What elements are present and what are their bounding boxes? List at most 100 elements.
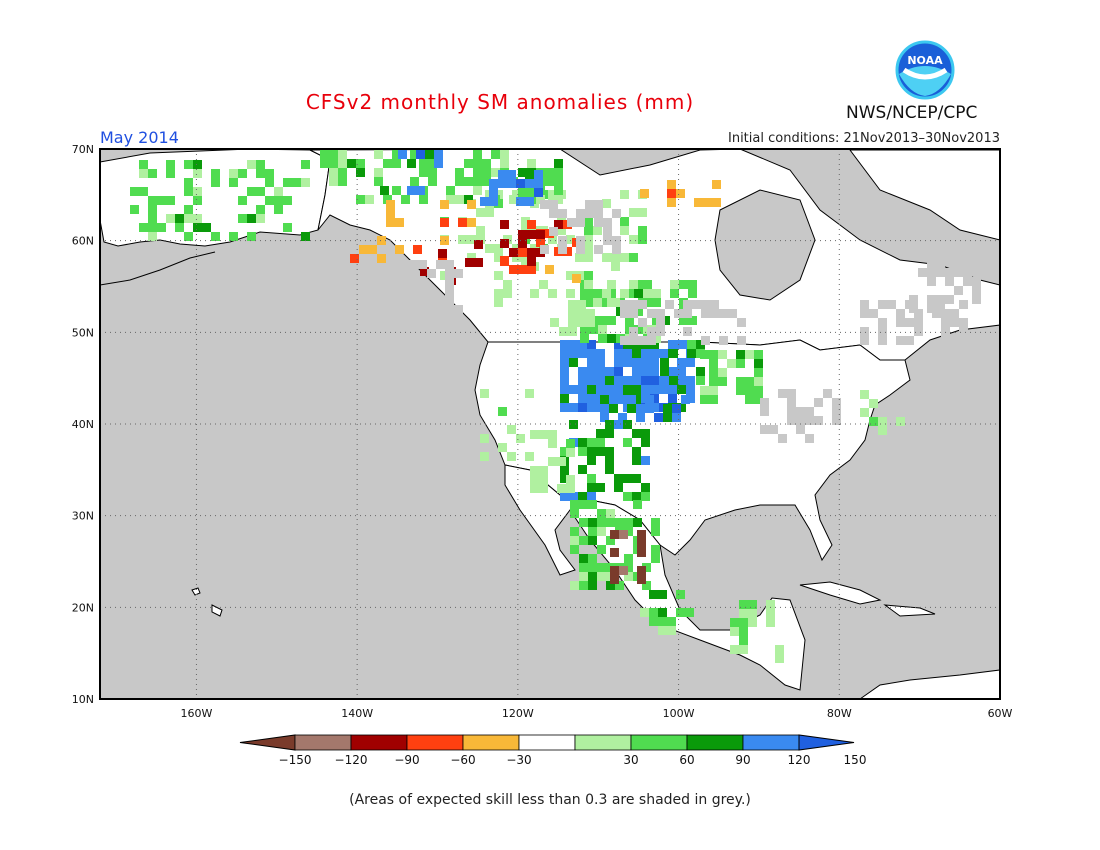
anomaly-cell bbox=[211, 169, 220, 178]
anomaly-cell bbox=[509, 195, 518, 204]
anomaly-cell bbox=[434, 159, 443, 168]
anomaly-cell bbox=[609, 395, 618, 404]
anomaly-cell bbox=[638, 226, 647, 235]
anomaly-cell bbox=[530, 484, 539, 493]
anomaly-cell bbox=[509, 265, 518, 274]
no-skill-cell bbox=[760, 407, 769, 416]
anomaly-cell bbox=[560, 385, 569, 394]
anomaly-cell bbox=[175, 214, 184, 223]
anomaly-cell bbox=[587, 403, 596, 412]
no-skill-cell bbox=[427, 269, 436, 278]
anomaly-cell bbox=[554, 159, 563, 168]
anomaly-cell bbox=[596, 385, 605, 394]
no-skill-cell bbox=[409, 260, 418, 269]
anomaly-cell bbox=[745, 377, 754, 386]
no-skill-cell bbox=[585, 200, 594, 209]
no-skill-cell bbox=[576, 245, 585, 254]
anomaly-cell bbox=[686, 376, 695, 385]
anomaly-cell bbox=[610, 575, 619, 584]
anomaly-cell bbox=[588, 581, 597, 590]
anomaly-cell bbox=[607, 316, 616, 325]
anomaly-cell bbox=[560, 394, 569, 403]
anomaly-cell bbox=[650, 367, 659, 376]
no-skill-cell bbox=[701, 336, 710, 345]
anomaly-cell bbox=[570, 545, 579, 554]
anomaly-cell bbox=[560, 465, 569, 474]
anomaly-cell bbox=[500, 159, 509, 168]
no-skill-cell bbox=[972, 286, 981, 295]
anomaly-cell bbox=[637, 566, 646, 575]
colorbar-label: −150 bbox=[279, 753, 312, 767]
anomaly-cell bbox=[575, 253, 584, 262]
anomaly-cell bbox=[527, 257, 536, 266]
anomaly-cell bbox=[229, 169, 238, 178]
anomaly-cell bbox=[428, 177, 437, 186]
anomaly-cell bbox=[440, 200, 449, 209]
anomaly-cell bbox=[473, 150, 482, 159]
anomaly-cell bbox=[283, 223, 292, 232]
anomaly-cell bbox=[597, 527, 606, 536]
anomaly-cell bbox=[587, 438, 596, 447]
no-skill-cell bbox=[612, 236, 621, 245]
anomaly-cell bbox=[184, 178, 193, 187]
anomaly-cell bbox=[652, 289, 661, 298]
anomaly-cell bbox=[754, 350, 763, 359]
lon-label: 160W bbox=[180, 707, 212, 720]
no-skill-cell bbox=[436, 296, 445, 305]
no-skill-cell bbox=[805, 434, 814, 443]
anomaly-cell bbox=[572, 274, 581, 283]
anomaly-cell bbox=[566, 289, 575, 298]
colorbar-swatch bbox=[350, 734, 408, 751]
anomaly-cell bbox=[623, 438, 632, 447]
no-skill-cell bbox=[683, 327, 692, 336]
anomaly-cell bbox=[265, 169, 274, 178]
anomaly-cell bbox=[579, 554, 588, 563]
anomaly-cell bbox=[670, 289, 679, 298]
no-skill-cell bbox=[594, 200, 603, 209]
anomaly-cell bbox=[166, 214, 175, 223]
anomaly-cell bbox=[545, 265, 554, 274]
anomaly-cell bbox=[184, 187, 193, 196]
anomaly-cell bbox=[641, 358, 650, 367]
anomaly-cell bbox=[193, 214, 202, 223]
colorbar-label: 30 bbox=[623, 753, 638, 767]
anomaly-cell bbox=[649, 590, 658, 599]
no-skill-cell bbox=[445, 278, 454, 287]
anomaly-cell bbox=[593, 298, 602, 307]
anomaly-cell bbox=[139, 160, 148, 169]
anomaly-cell bbox=[649, 608, 658, 617]
anomaly-cell bbox=[632, 349, 641, 358]
anomaly-cell bbox=[602, 253, 611, 262]
anomaly-cell bbox=[652, 334, 661, 343]
anomaly-cell bbox=[775, 654, 784, 663]
anomaly-cell bbox=[559, 327, 568, 336]
anomaly-cell bbox=[636, 404, 645, 413]
anomaly-cell bbox=[587, 456, 596, 465]
anomaly-cell bbox=[473, 177, 482, 186]
anomaly-cell bbox=[605, 367, 614, 376]
anomaly-cell bbox=[516, 434, 525, 443]
anomaly-cell bbox=[578, 492, 587, 501]
anomaly-cell bbox=[641, 349, 650, 358]
anomaly-cell bbox=[739, 609, 748, 618]
anomaly-cell bbox=[498, 170, 507, 179]
forecast-period: May 2014 bbox=[100, 128, 179, 147]
anomaly-cell bbox=[667, 189, 676, 198]
anomaly-cell bbox=[606, 581, 615, 590]
anomaly-cell bbox=[685, 608, 694, 617]
latitude-labels: 70N 60N 50N 40N 30N 20N 10N bbox=[72, 143, 94, 706]
no-skill-cell bbox=[905, 300, 914, 309]
anomaly-cell bbox=[148, 232, 157, 241]
no-skill-cell bbox=[972, 277, 981, 286]
anomaly-cell bbox=[256, 187, 265, 196]
anomaly-cell bbox=[584, 271, 593, 280]
anomaly-cell bbox=[386, 200, 395, 209]
anomaly-cell bbox=[467, 200, 476, 209]
anomaly-cell bbox=[560, 447, 569, 456]
anomaly-cell bbox=[518, 230, 527, 239]
anomaly-cell bbox=[860, 408, 869, 417]
map-title: CFSv2 monthly SM anomalies (mm) bbox=[305, 90, 695, 114]
lon-label: 60W bbox=[988, 707, 1013, 720]
anomaly-cell bbox=[663, 413, 672, 422]
anomaly-cell bbox=[570, 536, 579, 545]
